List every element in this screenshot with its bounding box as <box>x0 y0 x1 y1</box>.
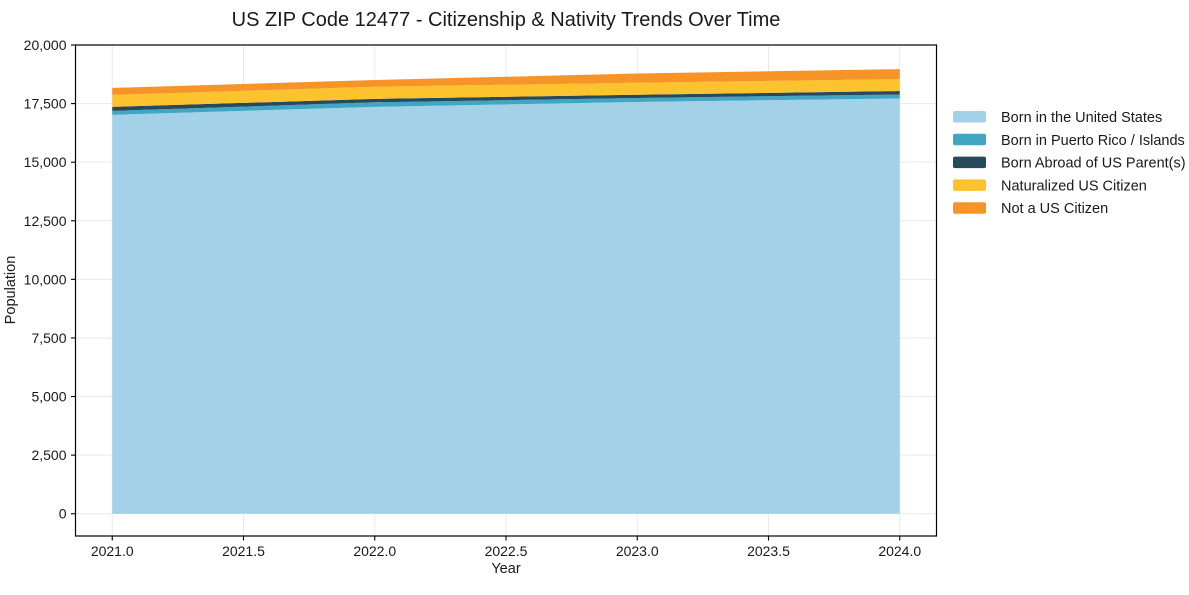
x-tick-label: 2023.5 <box>747 543 790 559</box>
legend-label: Born in Puerto Rico / Islands <box>1001 133 1185 149</box>
legend-swatch <box>953 133 986 146</box>
legend-swatch <box>953 179 986 191</box>
y-tick-label: 15,000 <box>24 154 67 170</box>
y-tick-label: 10,000 <box>24 271 67 287</box>
x-tick-label: 2022.5 <box>485 543 528 559</box>
x-axis-label: Year <box>491 561 520 577</box>
legend-label: Born in the United States <box>1001 110 1162 126</box>
y-tick-label: 12,500 <box>24 213 67 229</box>
y-tick-label: 0 <box>59 506 67 522</box>
x-tick-label: 2023.0 <box>616 543 659 559</box>
area-series <box>112 69 900 514</box>
area-band-5 <box>112 69 900 95</box>
area-band-4 <box>112 79 900 107</box>
y-tick-label: 17,500 <box>24 96 67 112</box>
area-band-1 <box>112 98 900 514</box>
x-tick-label: 2021.5 <box>222 543 265 559</box>
axis-tick-labels: 2021.0 2021.5 2022.0 2022.5 2023.0 2023.5 2024… <box>24 37 922 559</box>
legend-swatch <box>953 202 986 214</box>
legend: Born in the United States Born in Puerto … <box>953 110 1186 217</box>
legend-label: Naturalized US Citizen <box>1001 178 1147 194</box>
y-axis-label: Population <box>3 256 19 325</box>
legend-label: Born Abroad of US Parent(s) <box>1001 156 1186 172</box>
chart-title: US ZIP Code 12477 - Citizenship & Nativi… <box>232 9 781 31</box>
y-tick-label: 2,500 <box>31 447 66 463</box>
area-band-3 <box>112 91 900 111</box>
legend-label: Not a US Citizen <box>1001 201 1108 217</box>
x-tick-label: 2024.0 <box>878 543 921 559</box>
y-tick-label: 5,000 <box>31 389 66 405</box>
y-tick-label: 7,500 <box>31 330 66 346</box>
legend-swatch <box>953 156 986 169</box>
legend-swatch <box>953 111 986 123</box>
x-tick-label: 2021.0 <box>91 543 134 559</box>
axis-ticks <box>71 44 901 541</box>
y-tick-label: 20,000 <box>24 37 67 53</box>
area-band-2 <box>112 94 900 115</box>
x-tick-label: 2022.0 <box>353 543 396 559</box>
